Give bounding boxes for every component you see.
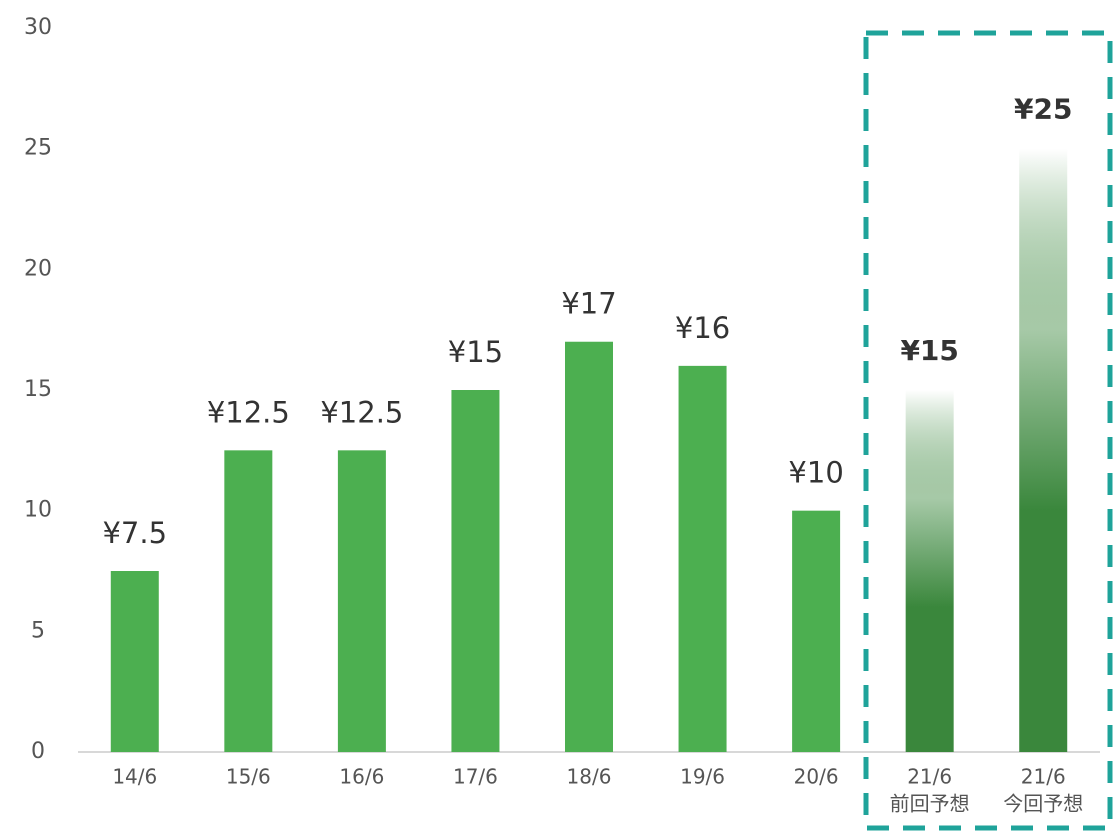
forecast-box — [863, 30, 1113, 831]
y-tick-label: 10 — [24, 498, 52, 523]
x-tick-label: 17/6 — [453, 765, 498, 789]
value-label: ¥25 — [1014, 93, 1072, 126]
x-tick-label: 20/6 — [794, 765, 839, 789]
x-tick-sublabel: 前回予想 — [890, 792, 970, 816]
value-label: ¥16 — [675, 311, 730, 345]
y-tick-label: 20 — [24, 256, 52, 281]
bar — [110, 571, 159, 752]
y-tick-label: 30 — [24, 15, 52, 40]
x-tick-sublabel: 今回予想 — [1003, 792, 1083, 816]
x-tick-label: 21/6 — [907, 765, 952, 789]
x-tick-label: 16/6 — [339, 765, 384, 789]
bar — [905, 390, 954, 752]
value-label: ¥15 — [900, 334, 958, 367]
value-label: ¥7.5 — [102, 516, 167, 550]
bar — [678, 365, 727, 752]
x-tick-label: 15/6 — [226, 765, 271, 789]
value-label: ¥17 — [561, 287, 616, 321]
x-tick-label: 19/6 — [680, 765, 725, 789]
bar — [451, 390, 500, 752]
value-label: ¥15 — [448, 335, 503, 369]
value-label: ¥10 — [788, 456, 843, 490]
value-label: ¥12.5 — [207, 395, 290, 429]
bar — [224, 450, 273, 752]
y-tick-label: 15 — [24, 377, 52, 402]
y-tick-label: 5 — [31, 618, 45, 643]
value-label: ¥12.5 — [320, 395, 403, 429]
bar — [1019, 148, 1068, 752]
bar — [337, 450, 386, 752]
bar — [565, 341, 613, 752]
y-tick-label: 25 — [24, 136, 52, 161]
x-tick-label: 14/6 — [112, 765, 157, 789]
x-tick-label: 18/6 — [567, 765, 612, 789]
bar — [792, 510, 841, 752]
y-tick-label: 0 — [31, 739, 45, 764]
x-tick-label: 21/6 — [1021, 765, 1066, 789]
